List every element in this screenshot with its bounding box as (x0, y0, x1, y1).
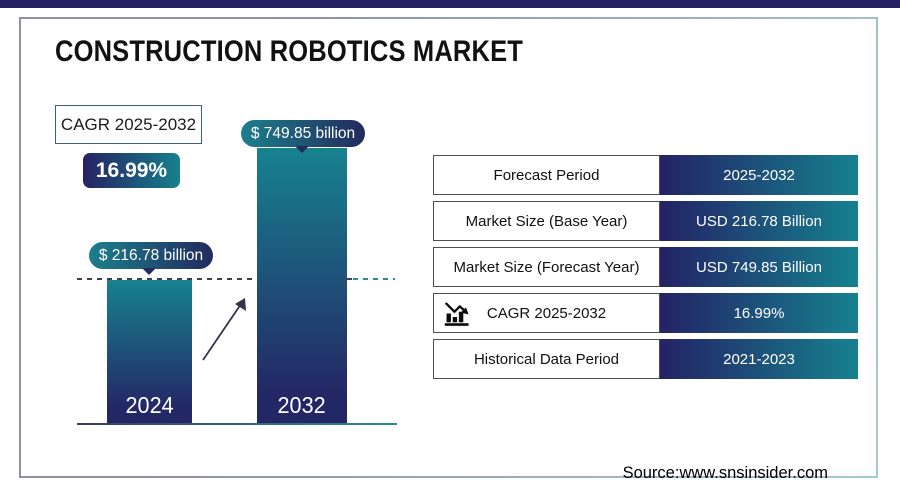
row-label-text: CAGR 2025-2032 (486, 304, 607, 322)
cagr-period-box: CAGR 2025-2032 (55, 105, 202, 144)
row-value: USD 749.85 Billion (660, 247, 858, 287)
row-label: Historical Data Period (433, 339, 660, 379)
growth-arrow-icon (202, 298, 246, 361)
table-row: Market Size (Base Year) USD 216.78 Billi… (433, 201, 858, 241)
source-attribution: Source:www.snsinsider.com (622, 464, 828, 482)
cagr-value-badge: 16.99% (83, 153, 180, 188)
page-title: CONSTRUCTION ROBOTICS MARKET (55, 35, 524, 68)
row-value: USD 216.78 Billion (660, 201, 858, 241)
callout-2032-value: $ 749.85 billion (241, 120, 365, 147)
top-accent-bar (0, 0, 900, 8)
callout-2024-value: $ 216.78 billion (89, 242, 213, 269)
chart-trend-icon (444, 302, 469, 326)
row-label: Market Size (Base Year) (433, 201, 660, 241)
row-label: CAGR 2025-2032 (433, 293, 660, 333)
market-summary-table: Forecast Period 2025-2032 Market Size (B… (433, 155, 858, 385)
table-row: Market Size (Forecast Year) USD 749.85 B… (433, 247, 858, 287)
table-row: Historical Data Period 2021-2023 (433, 339, 858, 379)
table-row: Forecast Period 2025-2032 (433, 155, 858, 195)
content-frame: CONSTRUCTION ROBOTICS MARKET CAGR 2025-2… (19, 17, 878, 482)
chart-baseline (77, 423, 397, 425)
row-value: 2021-2023 (660, 339, 858, 379)
table-row: CAGR 2025-2032 16.99% (433, 293, 858, 333)
reference-dashed-line-tail (353, 278, 395, 280)
row-value: 2025-2032 (660, 155, 858, 195)
row-label: Market Size (Forecast Year) (433, 247, 660, 287)
bar-2024-label: 2024 (125, 392, 174, 418)
bar-2024: 2024 (107, 280, 192, 423)
bar-2032-label: 2032 (277, 392, 327, 418)
row-value: 16.99% (660, 293, 858, 333)
callout-2024-pointer (142, 268, 156, 275)
callout-2032-pointer (295, 146, 309, 153)
row-label: Forecast Period (433, 155, 660, 195)
reference-dashed-line (77, 278, 353, 280)
bar-2032: 2032 (257, 148, 347, 423)
